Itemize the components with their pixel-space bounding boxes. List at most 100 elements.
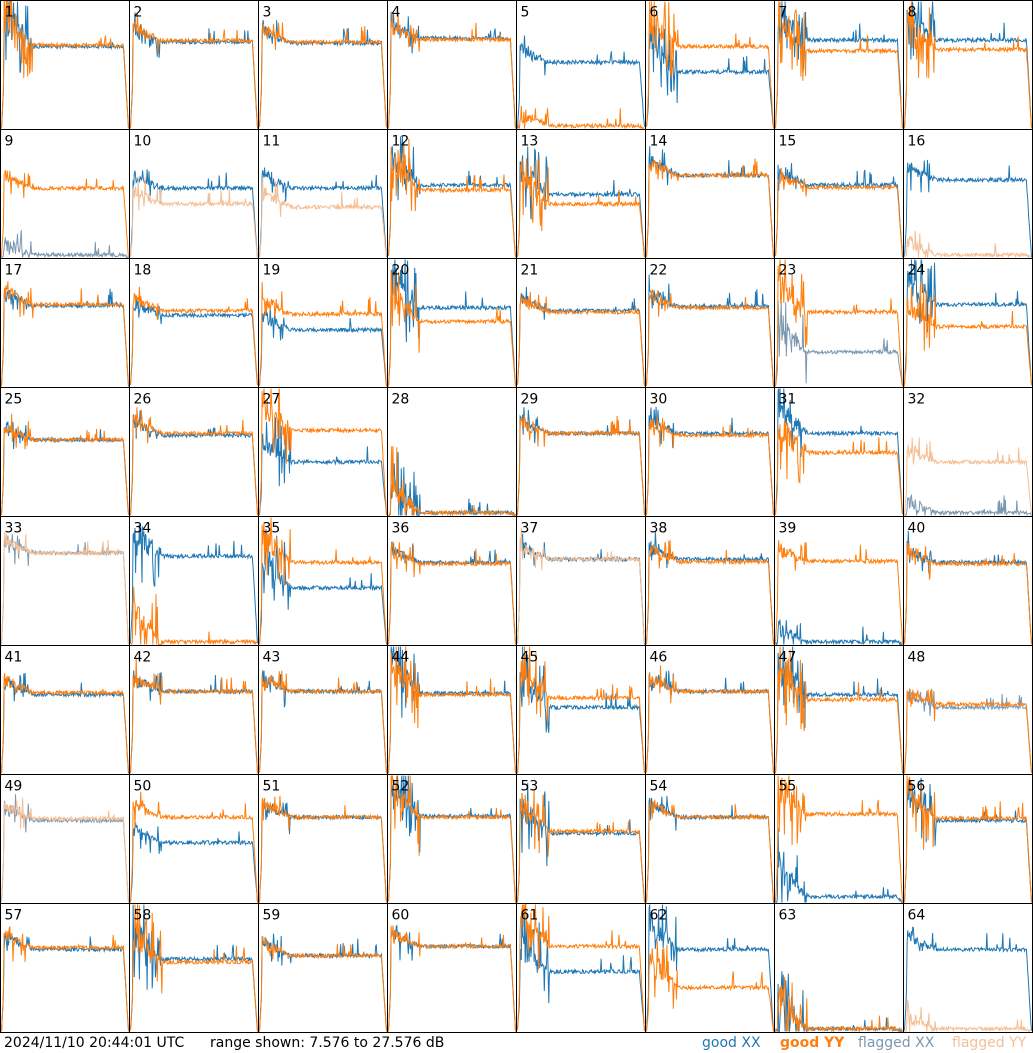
series-yy — [646, 1, 774, 129]
panel-frame — [0, 387, 130, 517]
panel-label: 51 — [263, 779, 281, 795]
panel-frame — [129, 258, 259, 388]
series-yy — [646, 665, 774, 774]
series-yy — [388, 541, 516, 645]
series-xx — [259, 529, 387, 645]
panel-label: 33 — [5, 521, 23, 537]
panel-label: 43 — [263, 650, 281, 666]
panel-15: 15 — [774, 129, 904, 259]
series-yy — [259, 670, 387, 774]
panel-64: 64 — [903, 903, 1033, 1033]
panel-frame — [258, 0, 388, 130]
panel-frame — [516, 516, 646, 646]
series-xx — [646, 904, 774, 1032]
series-yy — [775, 259, 903, 387]
series-yy — [259, 795, 387, 903]
series-yy — [646, 158, 774, 258]
panel-label: 54 — [650, 779, 668, 795]
panel-26: 26 — [129, 387, 259, 517]
panel-label: 26 — [134, 392, 152, 408]
panel-17: 17 — [0, 258, 130, 388]
series-yy — [130, 586, 258, 646]
range-label: range shown: 7.576 to 27.576 dB — [210, 1035, 445, 1051]
panel-45: 45 — [516, 645, 646, 775]
series-xx — [517, 35, 645, 129]
panel-label: 36 — [392, 521, 410, 537]
panel-label: 58 — [134, 908, 152, 924]
series-yy — [904, 230, 1032, 259]
panel-label: 37 — [521, 521, 539, 537]
panel-label: 39 — [779, 521, 797, 537]
panel-frame — [258, 645, 388, 775]
panel-29: 29 — [516, 387, 646, 517]
panel-55: 55 — [774, 774, 904, 904]
panel-frame — [774, 129, 904, 259]
series-xx — [775, 300, 903, 387]
panel-label: 42 — [134, 650, 152, 666]
panel-22: 22 — [645, 258, 775, 388]
series-xx — [775, 619, 903, 647]
legend-good-yy: good YY — [780, 1034, 844, 1052]
series-yy — [388, 138, 516, 258]
legend-flagged-yy-pol: YY — [1009, 1035, 1027, 1051]
series-yy — [904, 542, 1032, 645]
panel-24: 24 — [903, 258, 1033, 388]
series-yy — [1, 673, 129, 774]
timestamp: 2024/11/10 20:44:01 UTC — [4, 1035, 185, 1051]
series-yy — [388, 775, 516, 903]
panel-frame — [645, 258, 775, 388]
panel-2: 2 — [129, 0, 259, 130]
panel-32: 32 — [903, 387, 1033, 517]
panel-31: 31 — [774, 387, 904, 517]
legend-good-yy-pol: YY — [824, 1035, 845, 1051]
panel-frame — [258, 258, 388, 388]
series-yy — [904, 775, 1032, 903]
panel-14: 14 — [645, 129, 775, 259]
panel-frame — [387, 645, 517, 775]
legend-flagged-xx: flagged XX — [858, 1034, 934, 1052]
panel-frame — [0, 774, 130, 904]
series-yy — [388, 12, 516, 129]
panel-label: 4 — [392, 5, 401, 21]
panel-41: 41 — [0, 645, 130, 775]
panel-4: 4 — [387, 0, 517, 130]
panel-label: 20 — [392, 263, 410, 279]
panel-51: 51 — [258, 774, 388, 904]
panel-38: 38 — [645, 516, 775, 646]
panel-label: 55 — [779, 779, 797, 795]
series-yy — [646, 416, 774, 516]
series-yy — [517, 414, 645, 516]
panel-59: 59 — [258, 903, 388, 1033]
panel-frame — [129, 0, 259, 130]
panel-63: 63 — [774, 903, 904, 1033]
panel-frame — [129, 129, 259, 259]
legend-flagged-xx-pol: XX — [915, 1035, 935, 1051]
panel-label: 14 — [650, 134, 668, 150]
panel-60: 60 — [387, 903, 517, 1033]
panel-label: 63 — [779, 908, 797, 924]
series-xx — [259, 167, 387, 258]
series-yy — [904, 689, 1032, 774]
panel-5: 5 — [516, 0, 646, 130]
series-xx — [904, 1, 1032, 129]
panel-label: 23 — [779, 263, 797, 279]
series-yy — [1, 413, 129, 515]
panel-label: 17 — [5, 263, 23, 279]
panel-frame — [516, 774, 646, 904]
panel-57: 57 — [0, 903, 130, 1033]
series-xx — [259, 305, 387, 387]
legend-flagged-yy: flagged YY — [952, 1034, 1026, 1052]
series-yy — [517, 646, 645, 774]
panel-frame — [774, 516, 904, 646]
panel-label: 59 — [263, 908, 281, 924]
legend-good-yy-state: good — [780, 1035, 820, 1051]
panel-label: 52 — [392, 779, 410, 795]
panel-label: 47 — [779, 650, 797, 666]
series-xx — [130, 410, 258, 516]
panel-58: 58 — [129, 903, 259, 1033]
panel-label: 34 — [134, 521, 152, 537]
panel-label: 48 — [908, 650, 926, 666]
panel-label: 31 — [779, 392, 797, 408]
series-yy — [775, 976, 903, 1033]
panel-frame — [516, 645, 646, 775]
